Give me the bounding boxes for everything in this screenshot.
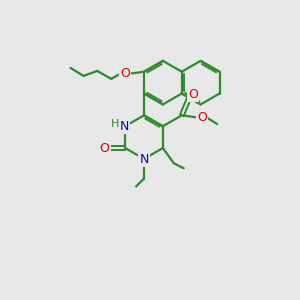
Text: O: O	[197, 111, 207, 124]
Text: O: O	[120, 68, 130, 80]
Text: N: N	[139, 153, 149, 167]
Text: O: O	[100, 142, 110, 154]
Text: H: H	[111, 119, 119, 129]
Text: N: N	[119, 120, 129, 133]
Text: O: O	[188, 88, 198, 101]
